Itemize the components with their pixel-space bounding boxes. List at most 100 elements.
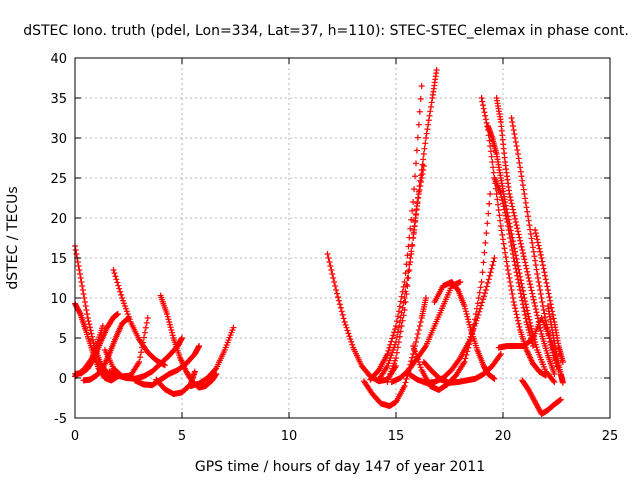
data-point: [534, 312, 541, 319]
data-point: [527, 332, 534, 339]
series-10: [153, 368, 198, 397]
data-point: [519, 247, 526, 253]
data-point: [519, 297, 526, 304]
data-point: [427, 103, 434, 110]
data-point: [411, 345, 418, 352]
data-point: [478, 279, 485, 285]
data-point: [540, 307, 547, 313]
data-point: [166, 321, 173, 328]
data-point: [517, 237, 524, 244]
data-point: [529, 239, 536, 246]
data-point: [389, 365, 396, 372]
data-point: [342, 321, 349, 328]
series-5: [110, 267, 168, 369]
data-point: [515, 320, 522, 327]
data-point: [524, 268, 531, 275]
data-point: [514, 272, 521, 279]
data-point: [404, 275, 411, 281]
data-point: [327, 263, 334, 269]
data-point: [495, 207, 502, 213]
data-point: [409, 207, 416, 214]
data-point: [416, 361, 423, 368]
series-30: [491, 175, 536, 349]
y-tick-label: 10: [50, 292, 67, 307]
data-point: [334, 294, 341, 301]
data-point: [533, 309, 540, 316]
data-point: [422, 344, 429, 351]
data-point: [526, 278, 533, 285]
chart-title: dSTEC Iono. truth (pdel, Lon=334, Lat=37…: [23, 23, 629, 39]
data-point: [490, 258, 497, 265]
data-point: [520, 253, 527, 260]
data-point: [481, 290, 488, 297]
data-point: [120, 300, 127, 307]
data-point: [511, 258, 518, 265]
data-point: [332, 283, 339, 289]
data-point: [115, 282, 122, 289]
data-point: [461, 359, 468, 365]
data-point: [331, 279, 338, 285]
data-point: [384, 363, 391, 369]
data-point: [486, 200, 493, 207]
data-point: [73, 251, 80, 257]
data-point: [389, 335, 396, 342]
data-point: [76, 267, 83, 273]
data-point: [390, 363, 397, 369]
y-tick-label: -5: [54, 412, 67, 427]
data-point: [516, 234, 523, 241]
series-24: [493, 95, 558, 377]
data-point: [490, 169, 497, 176]
data-point: [462, 355, 469, 362]
data-point: [464, 313, 471, 320]
data-point: [117, 288, 124, 295]
data-point: [488, 153, 495, 160]
data-point: [517, 164, 524, 171]
data-point: [415, 359, 422, 365]
data-point: [462, 308, 469, 315]
data-point: [514, 317, 521, 324]
data-point: [121, 303, 128, 309]
data-point: [509, 247, 516, 253]
data-point: [497, 223, 504, 229]
data-point: [487, 148, 494, 155]
data-point: [553, 359, 560, 366]
data-point: [540, 265, 547, 272]
data-point: [84, 315, 91, 321]
series-20: [410, 191, 494, 393]
data-point: [81, 295, 88, 301]
data-point: [525, 327, 532, 333]
data-point: [138, 349, 145, 356]
data-point: [528, 287, 535, 294]
data-point: [497, 191, 504, 197]
data-point: [480, 102, 487, 109]
grid-lines: [75, 58, 610, 418]
data-point: [165, 316, 172, 323]
data-point: [523, 319, 530, 325]
data-point: [463, 351, 470, 358]
data-point: [544, 287, 551, 293]
data-point: [529, 290, 536, 297]
data-point: [161, 362, 168, 369]
data-point: [538, 295, 545, 301]
data-point: [547, 297, 554, 304]
data-point: [415, 195, 422, 201]
data-point: [514, 228, 521, 235]
data-point: [418, 175, 425, 181]
data-point: [530, 248, 537, 255]
data-point: [555, 367, 562, 373]
data-point: [334, 290, 341, 297]
data-point: [420, 167, 427, 173]
data-point: [396, 303, 403, 310]
y-tick-label: 20: [50, 212, 67, 227]
data-point: [478, 302, 485, 309]
data-point: [514, 276, 521, 283]
data-point: [417, 183, 424, 189]
data-point: [427, 108, 434, 115]
data-point: [480, 259, 487, 266]
data-point: [77, 275, 84, 281]
data-point: [340, 315, 347, 322]
data-point: [502, 249, 509, 256]
data-point: [413, 335, 420, 341]
data-point: [402, 379, 409, 386]
data-point: [496, 352, 503, 359]
